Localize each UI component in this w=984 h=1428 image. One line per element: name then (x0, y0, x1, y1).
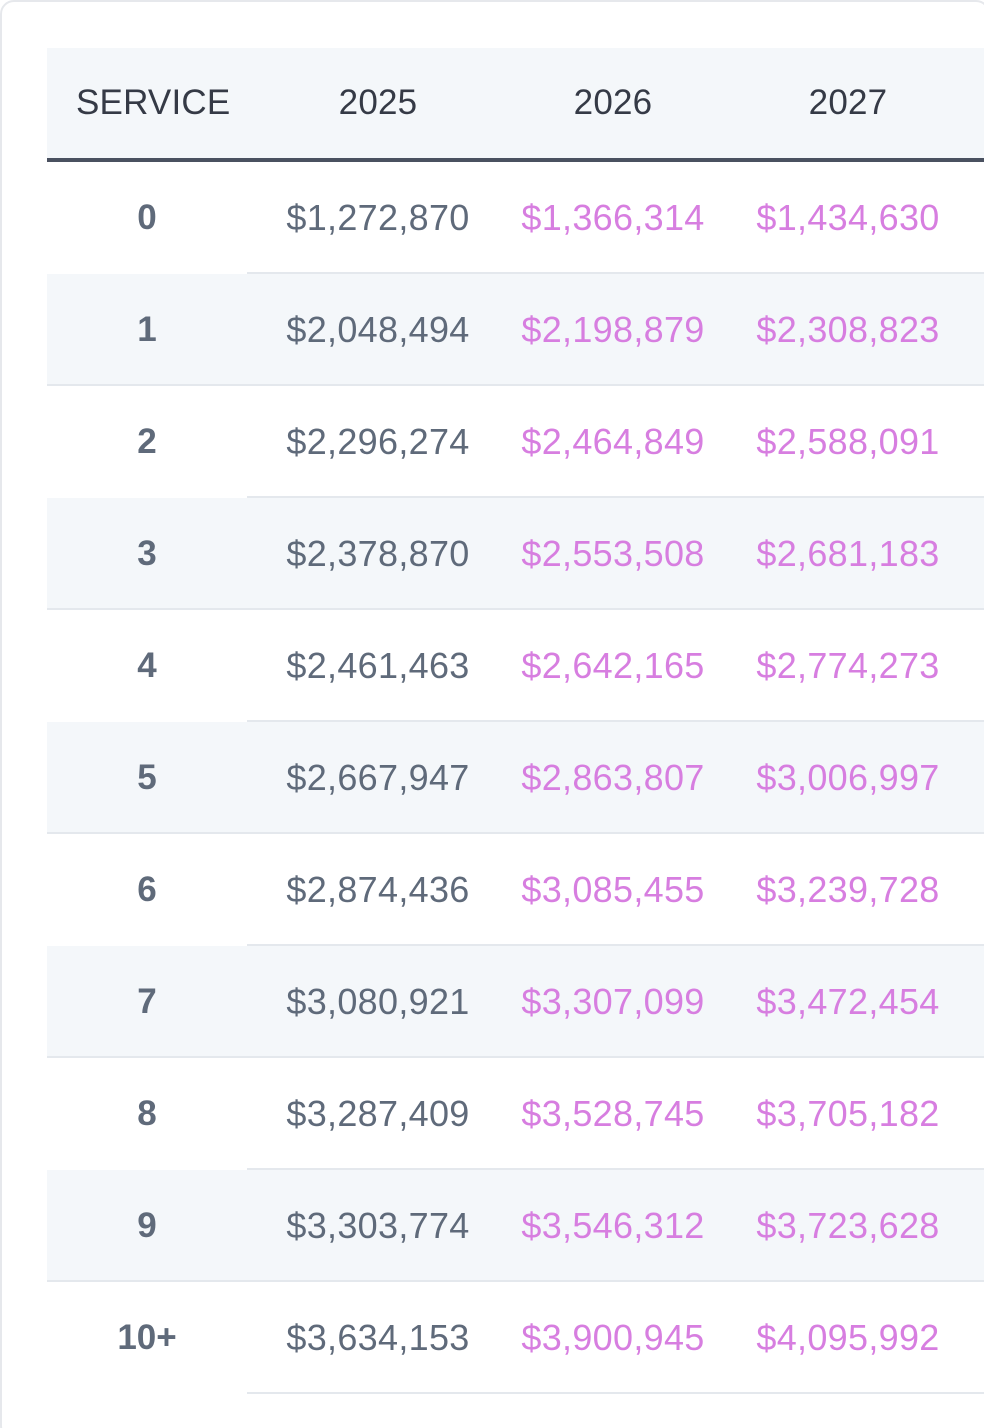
cell-2025: $3,080,921 (286, 981, 470, 1022)
cell-2025: $2,874,436 (286, 869, 470, 910)
cell-2025: $2,048,494 (286, 309, 470, 350)
cell-2027: $3,006,997 (756, 757, 940, 798)
cell-service: 8 (137, 1094, 157, 1133)
cell-2027: $2,588,091 (756, 421, 940, 462)
cell-2027: $3,239,728 (756, 869, 940, 910)
cell-2025: $1,272,870 (286, 197, 470, 238)
cell-2025: $2,378,870 (286, 533, 470, 574)
row-divider (247, 496, 984, 498)
cell-service: 4 (137, 646, 157, 685)
table-row: 2 $2,296,274 $2,464,849 $2,588,091 (47, 386, 984, 498)
header-2026[interactable]: 2026 (573, 83, 653, 122)
cell-2026: $3,528,745 (521, 1093, 705, 1134)
cell-service: 3 (137, 534, 157, 573)
cell-2027: $3,705,182 (756, 1093, 940, 1134)
cell-service: 1 (137, 310, 157, 349)
table-body: 0 $1,272,870 $1,366,314 $1,434,630 1 $2,… (47, 162, 984, 1394)
table-row: 1 $2,048,494 $2,198,879 $2,308,823 (47, 274, 984, 386)
cell-2026: $2,464,849 (521, 421, 705, 462)
row-divider (247, 944, 984, 946)
header-2027[interactable]: 2027 (808, 83, 888, 122)
table-row: 3 $2,378,870 $2,553,508 $2,681,183 (47, 498, 984, 610)
cell-2025: $3,303,774 (286, 1205, 470, 1246)
cell-2026: $3,085,455 (521, 869, 705, 910)
cell-2025: $2,296,274 (286, 421, 470, 462)
table-row: 6 $2,874,436 $3,085,455 $3,239,728 (47, 834, 984, 946)
salary-table: SERVICE 2025 2026 2027 0 $1,272,870 $1,3… (47, 48, 984, 1394)
table-row: 0 $1,272,870 $1,366,314 $1,434,630 (47, 162, 984, 274)
cell-service: 10+ (117, 1318, 177, 1357)
cell-2025: $2,461,463 (286, 645, 470, 686)
cell-2027: $4,095,992 (756, 1317, 940, 1358)
table-row: 8 $3,287,409 $3,528,745 $3,705,182 (47, 1058, 984, 1170)
cell-2025: $3,287,409 (286, 1093, 470, 1134)
cell-2025: $2,667,947 (286, 757, 470, 798)
row-divider (247, 1168, 984, 1170)
table-row: 7 $3,080,921 $3,307,099 $3,472,454 (47, 946, 984, 1058)
table-row: 10+ $3,634,153 $3,900,945 $4,095,992 (47, 1282, 984, 1394)
cell-2027: $2,308,823 (756, 309, 940, 350)
cell-2026: $2,198,879 (521, 309, 705, 350)
table-header: SERVICE 2025 2026 2027 (47, 48, 984, 162)
row-divider (47, 608, 984, 610)
row-divider (47, 1280, 984, 1282)
cell-2027: $2,681,183 (756, 533, 940, 574)
cell-2026: $2,642,165 (521, 645, 705, 686)
cell-service: 2 (137, 422, 157, 461)
cell-service: 6 (137, 870, 157, 909)
cell-2027: $3,723,628 (756, 1205, 940, 1246)
cell-service: 5 (137, 758, 157, 797)
cell-2026: $2,863,807 (521, 757, 705, 798)
cell-2027: $3,472,454 (756, 981, 940, 1022)
cell-service: 9 (137, 1206, 157, 1245)
cell-2026: $2,553,508 (521, 533, 705, 574)
cell-2026: $1,366,314 (521, 197, 705, 238)
cell-2027: $2,774,273 (756, 645, 940, 686)
header-service[interactable]: SERVICE (76, 83, 231, 122)
table-row: 9 $3,303,774 $3,546,312 $3,723,628 (47, 1170, 984, 1282)
row-divider (247, 1392, 984, 1394)
row-divider (47, 832, 984, 834)
cell-service: 0 (137, 198, 157, 237)
table-row: 4 $2,461,463 $2,642,165 $2,774,273 (47, 610, 984, 722)
cell-2027: $1,434,630 (756, 197, 940, 238)
table-row: 5 $2,667,947 $2,863,807 $3,006,997 (47, 722, 984, 834)
cell-service: 7 (137, 982, 157, 1021)
cell-2025: $3,634,153 (286, 1317, 470, 1358)
cell-2026: $3,307,099 (521, 981, 705, 1022)
cell-2026: $3,546,312 (521, 1205, 705, 1246)
row-divider (47, 1056, 984, 1058)
row-divider (247, 720, 984, 722)
row-divider (47, 384, 984, 386)
header-2025[interactable]: 2025 (338, 83, 418, 122)
row-divider (247, 272, 984, 274)
cell-2026: $3,900,945 (521, 1317, 705, 1358)
